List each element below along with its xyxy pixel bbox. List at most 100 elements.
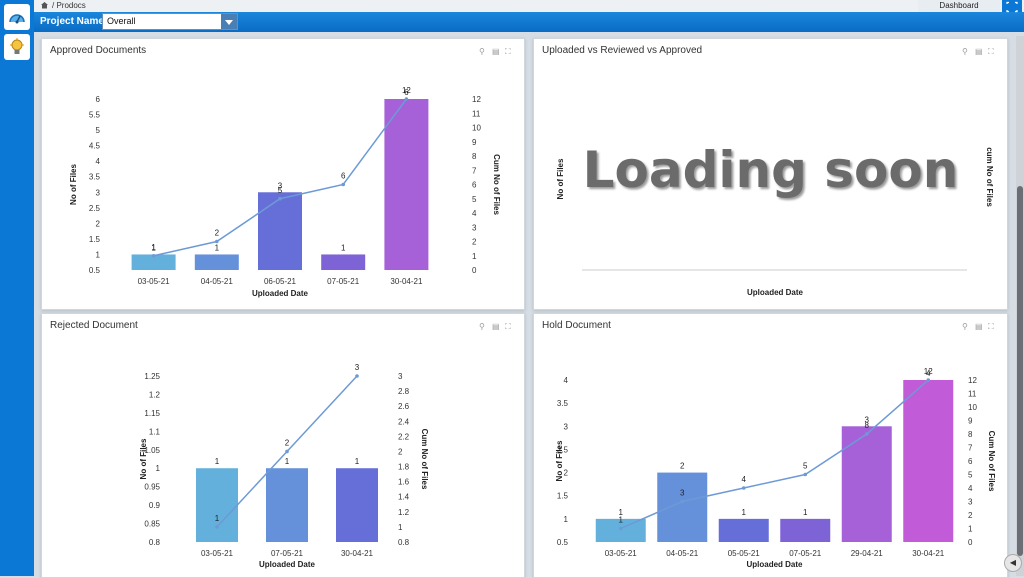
x-tick-label: 05-05-21 <box>728 549 761 558</box>
filter-icon[interactable]: ⚲ <box>962 322 968 331</box>
table-view-icon[interactable]: ▤ <box>975 47 983 56</box>
y-tick-label: 6 <box>96 95 101 104</box>
x-tick-label: 04-05-21 <box>201 277 234 286</box>
panel-title: Hold Document <box>542 320 611 331</box>
project-name-value: Overall <box>107 16 136 26</box>
expand-icon[interactable]: ⛶ <box>505 322 511 331</box>
y2-tick-label: 2 <box>968 511 973 520</box>
line-point <box>341 182 346 187</box>
y2-tick-label: 2.2 <box>398 432 410 441</box>
y2-tick-label: 4 <box>472 209 477 218</box>
bar-data-label: 3 <box>865 415 870 424</box>
line-point <box>803 472 808 477</box>
y2-tick-label: 10 <box>968 403 977 412</box>
line-point <box>618 526 623 531</box>
y-tick-label: 1 <box>564 515 569 524</box>
y2-tick-label: 1 <box>398 523 403 532</box>
line-data-label: 6 <box>341 172 346 181</box>
chevron-down-icon[interactable] <box>221 14 237 29</box>
line-point <box>741 486 746 490</box>
bar-data-label: 1 <box>215 457 220 466</box>
x-tick-label: 03-05-21 <box>605 549 638 558</box>
table-view-icon[interactable]: ▤ <box>492 322 500 331</box>
line-data-label: 5 <box>278 186 283 195</box>
y2-tick-label: 6 <box>968 457 973 466</box>
home-icon[interactable] <box>40 1 49 13</box>
y-tick-label: 4.5 <box>89 142 101 151</box>
x-tick-label: 07-05-21 <box>271 549 304 558</box>
y-tick-label: 3.5 <box>557 399 569 408</box>
y2-tick-label: 2.6 <box>398 402 410 411</box>
filter-icon[interactable]: ⚲ <box>479 47 485 56</box>
x-tick-label: 06-05-21 <box>264 277 297 286</box>
line-point <box>680 499 685 504</box>
bar <box>258 192 302 270</box>
x-tick-label: 30-04-21 <box>390 277 423 286</box>
table-view-icon[interactable]: ▤ <box>492 47 500 56</box>
line-data-label: 4 <box>742 475 747 484</box>
bar-data-label: 1 <box>619 508 624 517</box>
loading-message: Loading soon <box>582 141 959 199</box>
project-name-select[interactable]: Overall <box>102 13 238 30</box>
y-axis-label: No of Files <box>139 438 148 479</box>
expand-icon[interactable]: ⛶ <box>505 47 511 56</box>
y2-tick-label: 8 <box>968 430 973 439</box>
fullscreen-button[interactable] <box>1002 0 1022 13</box>
y-tick-label: 2.5 <box>89 204 101 213</box>
y2-tick-label: 1.8 <box>398 463 410 472</box>
bar-data-label: 3 <box>278 181 283 190</box>
y2-axis-label: Cum No of Files <box>492 154 501 215</box>
y-axis-label: No of Files <box>555 440 564 481</box>
panel-tools: ⚲ ▤ ⛶ <box>479 47 514 56</box>
filter-icon[interactable]: ⚲ <box>479 322 485 331</box>
y-tick-label: 0.5 <box>557 538 569 547</box>
dashboard-tab[interactable]: Dashboard <box>918 0 1000 12</box>
sidebar-dashboard-button[interactable] <box>4 4 30 30</box>
x-tick-label: 07-05-21 <box>327 277 360 286</box>
y2-tick-label: 6 <box>472 181 477 190</box>
y2-tick-label: 5 <box>968 471 973 480</box>
line-data-label: 12 <box>402 86 411 95</box>
lightbulb-icon <box>10 38 24 54</box>
y-tick-label: 0.5 <box>89 266 101 275</box>
bar <box>131 254 176 270</box>
panel-title: Uploaded vs Reviewed vs Approved <box>542 45 703 56</box>
bar-data-label: 2 <box>680 462 685 471</box>
y2-tick-label: 12 <box>968 376 977 385</box>
line-point <box>864 432 869 436</box>
filter-bar: Project Name : Overall <box>34 12 1024 32</box>
bar <box>595 518 646 542</box>
line-data-label: 1 <box>151 243 156 252</box>
y2-tick-label: 10 <box>472 124 481 133</box>
table-view-icon[interactable]: ▤ <box>975 322 983 331</box>
line-point <box>285 449 289 454</box>
y-tick-label: 0.9 <box>149 501 161 510</box>
rejected-document-panel: Rejected Document ⚲ ▤ ⛶ 0.8 0.85 0.9 0.95 1 1.0… <box>41 313 525 578</box>
y2-tick-label: 12 <box>472 95 481 104</box>
scroll-left-button[interactable]: ◀ <box>1004 554 1022 572</box>
bar-data-label: 1 <box>341 243 346 252</box>
page-scrollbar[interactable] <box>1016 36 1024 576</box>
sidebar-ideas-button[interactable] <box>4 34 30 60</box>
bar-data-label: 1 <box>803 508 808 517</box>
expand-icon[interactable]: ⛶ <box>988 322 994 331</box>
y-tick-label: 1.1 <box>149 427 161 436</box>
bar-data-label: 4 <box>926 369 931 378</box>
bar <box>657 472 708 542</box>
bar <box>196 468 238 542</box>
y-tick-label: 2.5 <box>557 445 569 454</box>
y-tick-label: 1.05 <box>144 446 160 455</box>
y2-axis-label: cum No of Files <box>985 147 994 207</box>
y2-tick-label: 0.8 <box>398 538 410 547</box>
y-axis-label: No of Files <box>556 158 565 199</box>
filter-icon[interactable]: ⚲ <box>962 47 968 56</box>
line-data-label: 2 <box>285 438 290 447</box>
y-tick-label: 3.5 <box>89 173 101 182</box>
breadcrumb-text[interactable]: / Prodocs <box>52 1 86 10</box>
y2-tick-label: 2.8 <box>398 387 410 396</box>
scrollbar-thumb[interactable] <box>1017 186 1023 556</box>
expand-icon[interactable]: ⛶ <box>988 47 994 56</box>
bar <box>780 518 831 542</box>
y-tick-label: 2 <box>96 219 101 228</box>
